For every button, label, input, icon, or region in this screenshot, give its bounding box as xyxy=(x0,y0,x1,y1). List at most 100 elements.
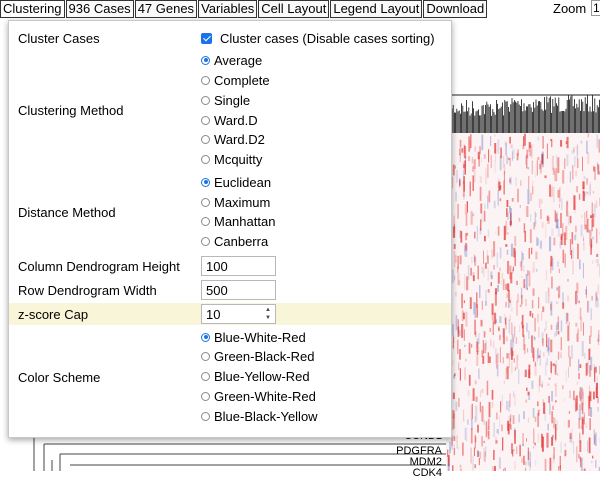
heatmap-cell xyxy=(455,166,456,169)
heatmap-cell xyxy=(572,150,574,154)
heatmap-cell xyxy=(537,157,539,160)
heatmap-cell xyxy=(531,381,533,389)
heatmap-cell xyxy=(475,406,477,422)
heatmap-cell xyxy=(540,241,542,249)
column-dendrogram-height-input[interactable]: 100 xyxy=(201,256,276,276)
clustering-option-complete[interactable]: Complete xyxy=(201,71,270,89)
heatmap-cell xyxy=(513,391,514,397)
heatmap-cell xyxy=(488,230,490,238)
heatmap-cell xyxy=(545,292,547,304)
heatmap-cell xyxy=(558,261,559,267)
heatmap-cell xyxy=(574,156,575,167)
variables-button[interactable]: Variables xyxy=(198,0,257,18)
heatmap-cell xyxy=(515,367,516,371)
heatmap-cell xyxy=(503,156,505,169)
heatmap-cell xyxy=(506,401,507,410)
heatmap-cell xyxy=(464,300,465,303)
radio[interactable] xyxy=(201,116,210,125)
heatmap-cell xyxy=(480,187,482,201)
radio[interactable] xyxy=(201,135,210,144)
heatmap-cell xyxy=(578,454,579,458)
heatmap-cell xyxy=(488,149,489,162)
radio[interactable] xyxy=(201,352,210,361)
zoom-input[interactable]: 1 xyxy=(591,0,600,16)
heatmap-cell xyxy=(566,370,567,382)
legend-layout-button[interactable]: Legend Layout xyxy=(330,0,422,18)
heatmap-cell xyxy=(589,349,591,361)
color-option-blue-black-yellow[interactable]: Blue-Black-Yellow xyxy=(201,407,318,425)
heatmap-cell xyxy=(485,169,486,185)
radio[interactable] xyxy=(201,412,210,421)
distance-option-euclidean[interactable]: Euclidean xyxy=(201,173,271,191)
distance-option-maximum[interactable]: Maximum xyxy=(201,193,270,211)
heatmap-cell xyxy=(500,268,501,272)
cases-button[interactable]: 936 Cases xyxy=(66,0,134,18)
radio[interactable] xyxy=(201,372,210,381)
heatmap-cell xyxy=(533,350,535,362)
cluster-cases-checkbox[interactable] xyxy=(201,33,212,44)
radio[interactable] xyxy=(201,76,210,85)
zoom-label: Zoom xyxy=(553,1,586,16)
genes-button[interactable]: 47 Genes xyxy=(135,0,197,18)
color-option-green-black-red[interactable]: Green-Black-Red xyxy=(201,347,314,365)
radio[interactable] xyxy=(201,237,210,246)
row-dendrogram-width-input[interactable]: 500 xyxy=(201,280,276,300)
spinner-arrows-icon[interactable]: ▲▼ xyxy=(264,307,272,321)
heatmap-cell xyxy=(559,187,560,202)
cluster-cases-checkbox-row[interactable]: Cluster cases (Disable cases sorting) xyxy=(201,29,435,47)
radio[interactable] xyxy=(201,155,210,164)
heatmap-cell xyxy=(507,200,509,207)
cell-layout-button[interactable]: Cell Layout xyxy=(258,0,329,18)
heatmap-cell xyxy=(471,344,472,348)
clustering-option-ward-d2[interactable]: Ward.D2 xyxy=(201,130,265,148)
radio[interactable] xyxy=(201,96,210,105)
radio[interactable] xyxy=(201,198,210,207)
heatmap-cell xyxy=(538,410,540,416)
radio-selected[interactable] xyxy=(201,333,210,342)
radio-selected[interactable] xyxy=(201,56,210,65)
heatmap-cell xyxy=(526,438,527,442)
clustering-settings-panel: Cluster Cases Cluster cases (Disable cas… xyxy=(8,20,452,438)
heatmap-cell xyxy=(493,450,494,460)
clustering-option-single[interactable]: Single xyxy=(201,91,250,109)
color-option-blue-yellow-red[interactable]: Blue-Yellow-Red xyxy=(201,367,310,385)
heatmap-cell xyxy=(493,241,495,256)
heatmap-cell xyxy=(482,214,483,223)
heatmap-cell xyxy=(597,135,598,148)
heatmap-cell xyxy=(551,325,553,330)
option-label: Average xyxy=(214,53,262,68)
radio[interactable] xyxy=(201,217,210,226)
color-option-green-white-red[interactable]: Green-White-Red xyxy=(201,387,316,405)
zscore-cap-input[interactable]: 10 ▲▼ xyxy=(201,304,276,324)
heatmap-cell xyxy=(475,303,477,319)
heatmap-cell xyxy=(489,402,491,417)
heatmap-cell xyxy=(571,345,573,359)
heatmap-cell xyxy=(454,275,455,280)
clustering-option-ward-d[interactable]: Ward.D xyxy=(201,111,258,129)
clustering-option-average[interactable]: Average xyxy=(201,51,262,69)
heatmap-cell xyxy=(554,187,555,203)
heatmap-cell xyxy=(549,185,551,197)
heatmap-cell xyxy=(569,357,570,367)
download-button[interactable]: Download xyxy=(423,0,487,18)
radio-selected[interactable] xyxy=(201,178,210,187)
heatmap-cell xyxy=(516,177,517,186)
heatmap-cell xyxy=(500,401,501,412)
heatmap-cell xyxy=(447,450,448,458)
clustering-tab-button[interactable]: Clustering xyxy=(0,0,65,18)
heatmap-cell xyxy=(534,363,536,376)
heatmap-cell xyxy=(457,273,459,285)
heatmap-background xyxy=(446,133,600,471)
heatmap-cell xyxy=(560,241,562,248)
color-option-blue-white-red[interactable]: Blue-White-Red xyxy=(201,328,306,346)
radio[interactable] xyxy=(201,392,210,401)
heatmap-cell xyxy=(496,413,497,420)
heatmap-cell xyxy=(473,302,474,315)
heatmap-cell xyxy=(593,191,594,193)
heatmap-cell xyxy=(567,296,569,302)
heatmap-cell xyxy=(595,460,596,468)
distance-option-canberra[interactable]: Canberra xyxy=(201,232,268,250)
distance-option-manhattan[interactable]: Manhattan xyxy=(201,212,275,230)
clustering-option-mcquitty[interactable]: Mcquitty xyxy=(201,150,262,168)
heatmap-cell xyxy=(514,236,516,246)
